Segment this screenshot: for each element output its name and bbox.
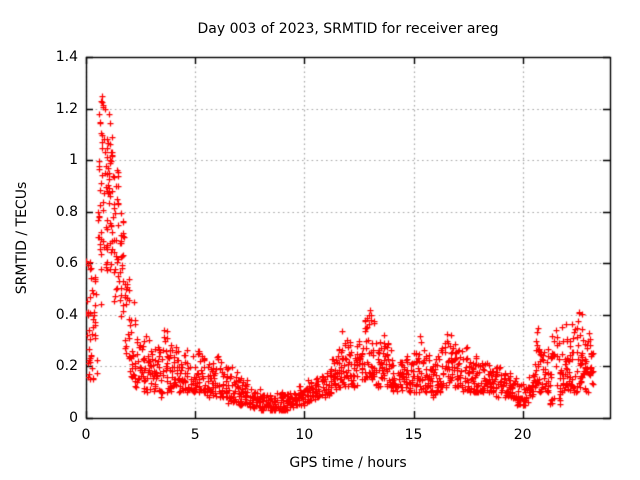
x-tick-label: 20 (513, 427, 532, 443)
x-tick-label: 0 (81, 427, 91, 443)
y-axis-label: SRMTID / TECUs (14, 181, 30, 295)
x-axis-label: GPS time / hours (289, 455, 407, 471)
y-tick-label: 0.8 (55, 203, 78, 220)
y-tick-label: 1.4 (55, 49, 78, 65)
x-tick-label: 15 (404, 427, 423, 443)
y-tick-label: 1.2 (55, 100, 78, 117)
y-tick-label: 1 (69, 152, 78, 169)
x-tick-label: 10 (295, 427, 314, 443)
y-tick-label: 0.6 (55, 255, 78, 272)
y-tick-label: 0.2 (55, 358, 78, 375)
y-tick-label: 0.4 (55, 306, 78, 323)
y-tick-label: 0 (69, 410, 78, 426)
chart-title: Day 003 of 2023, SRMTID for receiver are… (197, 21, 499, 37)
x-tick-label: 5 (190, 427, 200, 443)
